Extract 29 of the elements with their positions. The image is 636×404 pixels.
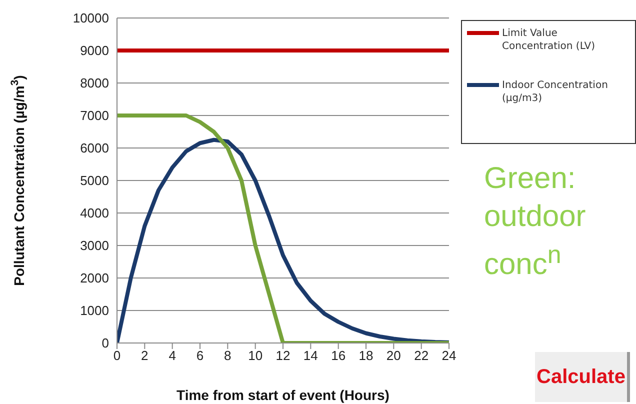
legend-label: Limit Value Concentration (LV) [502,27,596,53]
y-tick-label: 1000 [80,303,109,318]
text: Green: outdoor conc$^{n}$ [484,161,587,283]
x-tick-label: 20 [386,348,401,364]
x-tick-label: 0 [113,348,121,364]
y-tick-label: 9000 [80,43,109,58]
x-tick-label: 10 [248,348,263,364]
x-axis-title: Time from start of event (Hours) [176,387,390,403]
x-tick-label: 14 [303,348,318,364]
y-tick-label: 0 [102,336,109,351]
x-tick-label: 2 [141,348,148,364]
y-tick-label: 8000 [80,76,109,91]
x-tick-label: 22 [414,348,429,364]
calculate-button: Calculate [535,352,630,402]
y-tick-label: 10000 [72,10,109,26]
x-tick-label: 4 [168,348,176,364]
y-tick-label: 6000 [80,140,109,156]
y-tick-label: 7000 [80,108,109,124]
y-tick-label: 3000 [80,238,109,254]
x-tick-label: 24 [442,348,456,364]
x-tick-label: 16 [331,348,346,364]
y-tick-label: 2000 [80,270,109,286]
x-tick-label: 6 [196,348,204,364]
x-tick-label: 12 [276,348,290,364]
y-tick-label: 4000 [80,206,109,221]
legend-label: Indoor Concentration (µg/m3) [502,79,609,105]
x-tick-label: 18 [358,348,374,364]
y-tick-label: 5000 [80,173,109,188]
x-tick-label: 8 [224,348,232,364]
